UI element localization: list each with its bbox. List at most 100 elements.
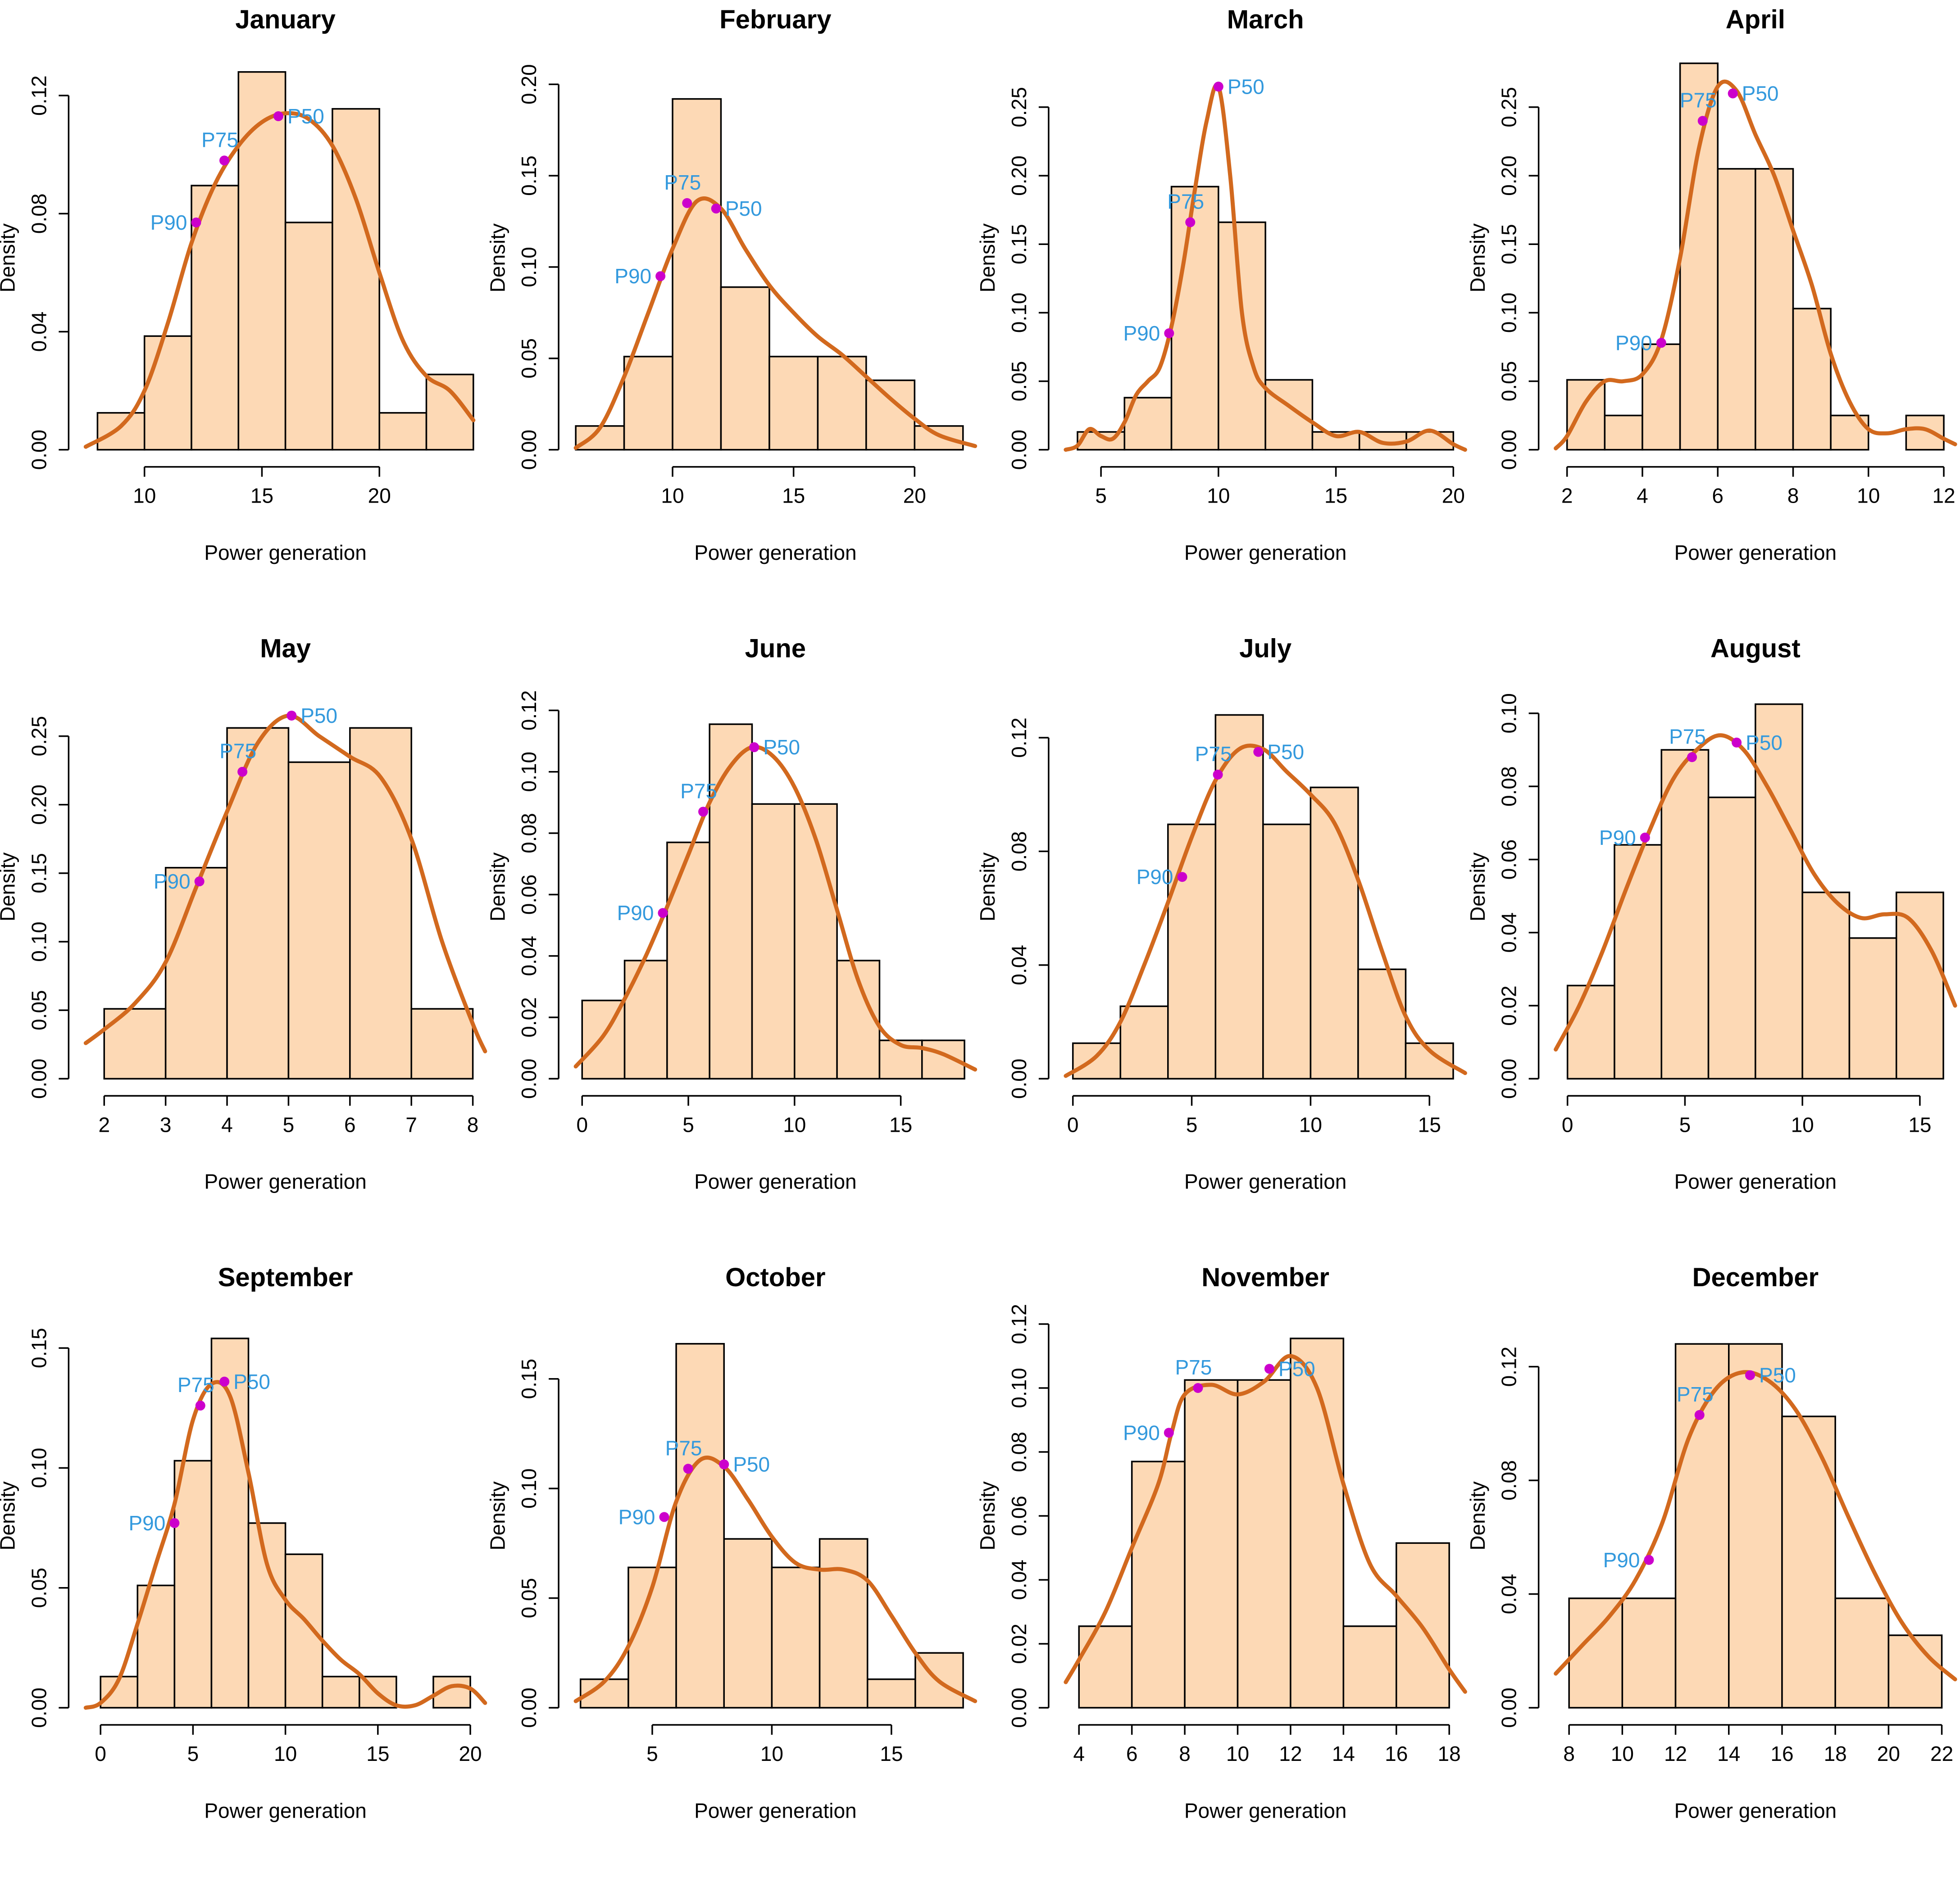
y-tick-label: 0.10: [27, 921, 50, 962]
percentile-label: P90: [614, 264, 651, 288]
histogram-bar: [1264, 379, 1314, 451]
percentile-label: P75: [1677, 1383, 1714, 1406]
histogram-bar: [1170, 186, 1219, 451]
density-curve: [1064, 1354, 1467, 1694]
histogram-bar: [1848, 937, 1897, 1080]
x-axis-label: Power generation: [204, 541, 367, 564]
percentile-label: P90: [154, 870, 191, 893]
histogram-bar: [1674, 1343, 1730, 1709]
x-axis-label: Power generation: [1674, 1799, 1837, 1822]
histogram-bar: [349, 727, 412, 1080]
histogram-bar: [191, 185, 240, 451]
y-tick-label: 0.00: [517, 1687, 541, 1728]
percentile-label: P50: [1278, 1357, 1315, 1380]
histogram-bar: [1834, 1597, 1890, 1709]
histogram-bar: [1218, 221, 1266, 451]
y-tick-label: 0.10: [1007, 293, 1031, 333]
y-tick-label: 0.08: [1497, 766, 1521, 807]
x-axis-label: Power generation: [1674, 1170, 1837, 1193]
x-tick-label: 15: [889, 1113, 912, 1136]
y-axis-label: Density: [0, 1481, 19, 1550]
histogram-bar: [819, 1538, 869, 1709]
x-axis-label: Power generation: [694, 541, 857, 564]
y-tick-label: 0.00: [1497, 430, 1521, 470]
percentile-marker: [1687, 752, 1697, 762]
percentile-marker: [1694, 1410, 1705, 1420]
percentile-label: P50: [287, 104, 324, 128]
x-tick-label: 15: [1908, 1113, 1931, 1136]
x-tick-label: 15: [250, 484, 273, 508]
percentile-label: P90: [617, 901, 654, 925]
y-tick-label: 0.06: [1497, 839, 1521, 880]
y-tick-label: 0.00: [517, 1059, 541, 1099]
histogram-bar: [1728, 1343, 1783, 1709]
panel-title: July: [1239, 634, 1292, 663]
y-axis-label: Density: [1466, 223, 1489, 292]
y-tick-label: 0.12: [517, 690, 541, 731]
x-tick-label: 20: [368, 484, 391, 508]
y-tick-label: 0.08: [1007, 1432, 1031, 1472]
percentile-marker: [655, 271, 666, 281]
histogram-bar: [709, 723, 753, 1080]
x-tick-label: 15: [366, 1742, 389, 1765]
histogram-bar: [865, 379, 916, 451]
histogram-bar: [1905, 414, 1945, 451]
x-tick-label: 20: [1877, 1742, 1900, 1765]
x-tick-label: 10: [1791, 1113, 1814, 1136]
x-tick-label: 12: [1279, 1742, 1302, 1765]
y-tick-label: 0.08: [1497, 1460, 1521, 1501]
x-tick-label: 10: [133, 484, 156, 508]
density-curve: [83, 1380, 487, 1710]
panel-april: April P90 P75 P50 2 4 6 8 10 12 Power generation 0.…: [1466, 5, 1957, 564]
x-tick-label: 22: [1930, 1742, 1953, 1765]
density-curve: [83, 111, 476, 449]
y-tick-label: 0.05: [517, 1578, 541, 1619]
x-tick-label: 0: [1067, 1113, 1079, 1136]
x-tick-label: 15: [880, 1742, 903, 1765]
percentile-label: P75: [1167, 190, 1204, 213]
y-tick-label: 0.06: [517, 875, 541, 915]
x-axis-label: Power generation: [1674, 541, 1837, 564]
y-axis-label: Density: [486, 223, 509, 292]
percentile-marker: [169, 1518, 180, 1528]
x-tick-label: 10: [661, 484, 684, 508]
histogram-bar: [1131, 1461, 1186, 1709]
x-tick-label: 4: [221, 1113, 233, 1136]
percentile-label: P75: [665, 1436, 702, 1460]
y-tick-label: 0.15: [1007, 224, 1031, 264]
panel-title: December: [1692, 1263, 1819, 1292]
percentile-marker: [1745, 1370, 1755, 1380]
panel-august: August P90 P75 P50 0 5 10 15 Power generation 0.0…: [1466, 634, 1957, 1193]
x-tick-label: 16: [1770, 1742, 1793, 1765]
percentile-marker: [719, 1459, 729, 1470]
density-curve: [1554, 733, 1957, 1052]
y-tick-label: 0.10: [517, 752, 541, 792]
percentile-label: P50: [233, 1370, 270, 1393]
panel-november: November P90 P75 P50 4 6 8 10 12 14 16 18 Power gene…: [976, 1263, 1467, 1822]
x-tick-label: 5: [283, 1113, 295, 1136]
histogram-bar: [284, 222, 333, 451]
histogram-bar: [675, 1343, 725, 1709]
x-axis-label: Power generation: [1184, 541, 1347, 564]
percentile-marker: [286, 710, 297, 721]
percentile-marker: [658, 908, 668, 918]
x-tick-label: 4: [1073, 1742, 1085, 1765]
histogram-bar: [1642, 343, 1681, 451]
x-axis-label: Power generation: [694, 1170, 857, 1193]
percentile-marker: [1177, 872, 1187, 882]
percentile-label: P75: [664, 171, 701, 194]
y-tick-label: 0.06: [1007, 1496, 1031, 1536]
histogram-bar: [1290, 1338, 1345, 1709]
histogram-bar: [1119, 1005, 1169, 1080]
percentile-label: P50: [725, 197, 762, 220]
histogram-bar: [1357, 968, 1407, 1080]
y-tick-label: 0.04: [1007, 1560, 1031, 1600]
percentile-marker: [1193, 1383, 1203, 1393]
percentile-marker: [1164, 1428, 1174, 1438]
panel-title: October: [725, 1263, 825, 1292]
histogram-bar: [1184, 1379, 1239, 1709]
y-tick-label: 0.00: [27, 1687, 50, 1728]
panel-title: April: [1726, 5, 1785, 34]
percentile-marker: [1697, 116, 1708, 126]
y-tick-label: 0.10: [517, 247, 541, 287]
